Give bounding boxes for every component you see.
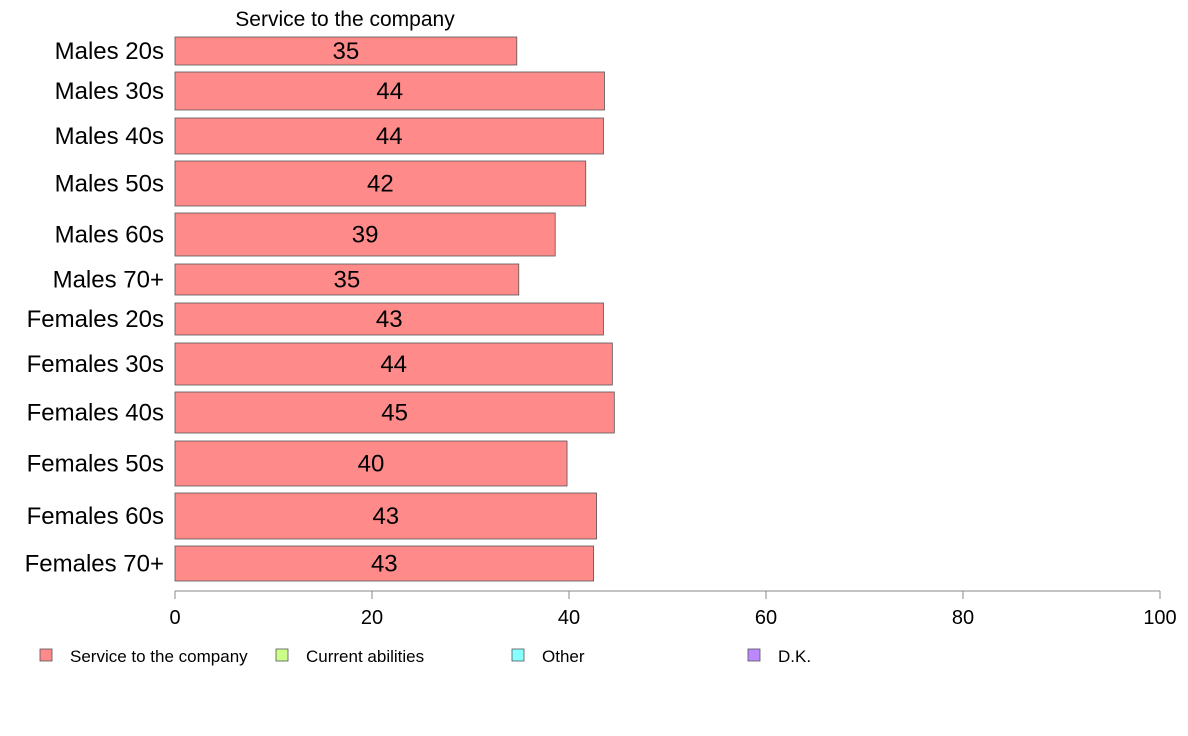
bars-group	[174, 36, 615, 582]
category-label: Females 60s	[27, 503, 164, 530]
data-label: 45	[381, 400, 408, 427]
bar	[174, 36, 518, 66]
legend-swatch	[747, 648, 761, 662]
bar	[174, 391, 615, 434]
category-label: Females 50s	[27, 451, 164, 478]
category-label: Males 20s	[55, 38, 164, 65]
bar	[174, 342, 613, 386]
category-labels: Males 20s Males 30s Males 40s Males 50s Male…	[25, 38, 164, 578]
data-label: 43	[372, 503, 399, 530]
legend-label: Service to the company	[70, 647, 248, 666]
category-label: Females 30s	[27, 351, 164, 378]
bar	[174, 492, 597, 540]
category-label: Males 40s	[55, 123, 164, 150]
category-label: Males 50s	[55, 171, 164, 198]
data-label: 40	[358, 451, 385, 478]
legend-label: Other	[542, 647, 585, 666]
bar	[174, 117, 604, 155]
x-tick-label: 80	[952, 607, 974, 629]
x-tick-label: 0	[169, 607, 180, 629]
x-tick-label: 20	[361, 607, 383, 629]
bar	[174, 160, 587, 207]
data-label: 44	[376, 123, 403, 150]
bar	[174, 212, 556, 257]
category-label: Males 30s	[55, 78, 164, 105]
data-label: 42	[367, 171, 394, 198]
legend-label: D.K.	[778, 647, 811, 666]
category-label: Females 40s	[27, 400, 164, 427]
bar	[174, 263, 520, 296]
data-label: 35	[333, 38, 360, 65]
legend-label: Current abilities	[306, 647, 424, 666]
data-label: 35	[334, 267, 361, 294]
data-label: 43	[371, 551, 398, 578]
bar	[174, 545, 595, 582]
category-label: Females 20s	[27, 306, 164, 333]
bar	[174, 440, 568, 487]
bar	[174, 71, 605, 111]
bar	[174, 302, 604, 336]
data-label: 43	[376, 306, 403, 333]
data-label: 44	[376, 78, 403, 105]
value-labels: 35 44 44 42 39 35 43 44 45 40 43 43	[333, 38, 408, 578]
legend-swatch	[39, 648, 53, 662]
x-tick-label: 100	[1143, 607, 1176, 629]
category-label: Males 60s	[55, 222, 164, 249]
x-tick-label: 40	[558, 607, 580, 629]
data-label: 39	[352, 222, 379, 249]
legend-swatch	[511, 648, 525, 662]
data-label: 44	[380, 351, 407, 378]
legend: Service to the company Current abilities O…	[39, 647, 811, 666]
chart-title: Service to the company	[235, 8, 455, 31]
category-label: Females 70+	[25, 551, 164, 578]
x-tick-label: 60	[755, 607, 777, 629]
x-axis: 0 20 40 60 80 100	[169, 590, 1177, 629]
category-label: Males 70+	[53, 267, 164, 294]
legend-swatch	[275, 648, 289, 662]
